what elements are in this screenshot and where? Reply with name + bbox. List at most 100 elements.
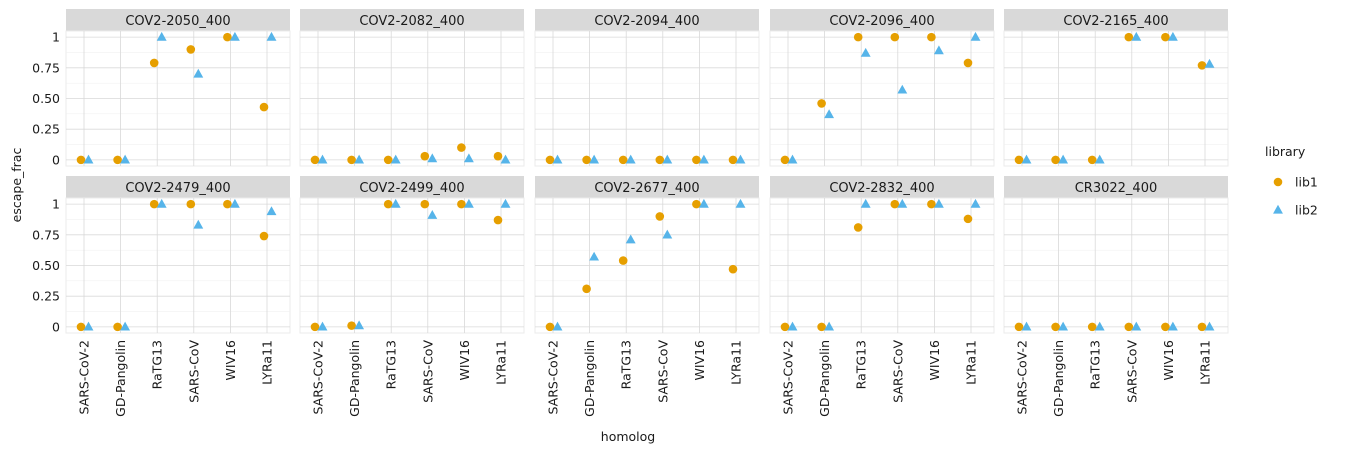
data-point-lib1	[457, 143, 466, 152]
data-point-lib1	[259, 102, 269, 112]
data-point-lib1	[347, 155, 356, 165]
data-point-lib1	[927, 32, 936, 42]
data-point-lib2	[1167, 31, 1178, 41]
data-point-lib2	[83, 154, 94, 164]
data-point-lib2	[1021, 154, 1032, 164]
data-point-lib1	[383, 199, 393, 209]
data-point-lib2	[83, 321, 94, 331]
x-axis-title: homolog	[601, 429, 655, 444]
x-tick-label: WIV16	[1161, 340, 1176, 381]
facet-strip	[770, 176, 994, 198]
x-tick-label: SARS-CoV-2	[311, 340, 326, 415]
x-tick-label: LYRa11	[1198, 340, 1213, 385]
data-point-lib2	[463, 153, 474, 163]
data-point-lib1	[149, 58, 159, 68]
x-tick-label: RaTG13	[854, 340, 869, 389]
axes: homolog escape_frac	[9, 148, 655, 444]
facet-title: COV2-2082_400	[359, 14, 464, 29]
data-point-lib2	[625, 234, 636, 244]
data-point-lib1	[347, 321, 356, 330]
data-point-lib1	[223, 32, 232, 42]
data-point-lib2	[1131, 321, 1142, 331]
x-tick-label: SARS-CoV-2	[77, 340, 92, 415]
data-point-lib1	[545, 322, 555, 332]
data-point-lib2	[500, 154, 511, 164]
data-point-lib2	[156, 31, 167, 41]
legend-title: library	[1265, 144, 1306, 159]
data-point-lib2	[317, 154, 328, 164]
facet-title: CR3022_400	[1075, 181, 1158, 196]
data-point-lib1	[655, 212, 665, 221]
data-point-lib1	[817, 322, 826, 332]
data-point-lib1	[780, 155, 790, 165]
data-point-lib2	[500, 198, 511, 208]
data-point-lib2	[1058, 154, 1069, 164]
facet-panel: COV2-2082_400	[299, 9, 525, 167]
data-point-lib1	[927, 199, 936, 209]
data-point-lib1	[618, 256, 628, 265]
facet-title: COV2-2050_400	[125, 14, 230, 29]
x-tick-label: SARS-CoV	[420, 340, 435, 403]
data-point-lib1	[1051, 155, 1060, 165]
data-point-lib2	[860, 198, 871, 208]
data-point-lib2	[589, 251, 600, 261]
data-point-lib2	[698, 198, 709, 208]
data-point-lib1	[853, 32, 863, 42]
data-point-lib1	[582, 284, 591, 294]
data-point-lib1	[1014, 155, 1024, 165]
x-tick-label: SARS-CoV-2	[546, 340, 561, 415]
data-point-lib1	[780, 322, 790, 332]
data-point-lib1	[963, 214, 973, 224]
data-point-lib1	[1197, 61, 1207, 70]
facet-strip	[535, 176, 759, 198]
x-tick-label: WIV16	[927, 340, 942, 381]
facet-panel: COV2-2096_400	[769, 9, 995, 167]
data-point-lib1	[728, 264, 738, 274]
data-point-lib2	[589, 154, 600, 164]
facet-strip	[66, 176, 290, 198]
data-point-lib1	[728, 155, 738, 165]
facet-strip	[1004, 9, 1228, 31]
data-point-lib1	[113, 322, 122, 332]
data-point-lib2	[897, 84, 908, 94]
facet-strip	[300, 9, 524, 31]
data-point-lib1	[1087, 155, 1097, 165]
legend-entry: lib2	[1273, 203, 1318, 218]
facet-panels: COV2-2050_400 0 0.25 0.50 0.75 1 COV2-2082_400…	[32, 9, 1229, 417]
data-point-lib2	[427, 209, 438, 219]
data-point-lib2	[120, 321, 131, 331]
y-tick-label: 0.25	[32, 289, 60, 304]
x-tick-label: SARS-CoV	[655, 340, 670, 403]
data-point-lib1	[113, 155, 122, 165]
data-point-lib1	[1161, 322, 1170, 332]
x-tick-label: SARS-CoV-2	[781, 340, 796, 415]
data-point-lib1	[1161, 32, 1170, 42]
y-tick-label: 1	[52, 197, 60, 212]
facet-panel: COV2-2832_400 SARS-CoV-2 GD-Pangolin RaTG13…	[769, 176, 995, 417]
data-point-lib1	[618, 155, 628, 165]
data-point-lib2	[390, 198, 401, 208]
data-point-lib2	[193, 219, 204, 229]
data-point-lib2	[229, 31, 240, 41]
x-tick-label: WIV16	[457, 340, 472, 381]
data-point-lib2	[552, 154, 563, 164]
data-point-lib2	[662, 229, 673, 239]
x-tick-label: SARS-CoV	[186, 340, 201, 403]
data-point-lib2	[354, 320, 365, 330]
x-tick-label: GD-Pangolin	[347, 340, 362, 417]
data-point-lib1	[259, 231, 269, 241]
facet-strip	[770, 9, 994, 31]
data-point-lib2	[625, 154, 636, 164]
legend-label: lib1	[1295, 175, 1318, 190]
data-point-lib2	[662, 154, 673, 164]
facet-panel: COV2-2479_400 0 0.25 0.50 0.75 1 SARS-CoV-2 GD-…	[32, 176, 291, 417]
data-point-lib2	[1131, 31, 1142, 41]
data-point-lib1	[186, 45, 196, 54]
facet-title: COV2-2832_400	[829, 181, 934, 196]
x-tick-label: GD-Pangolin	[817, 340, 832, 417]
legend-entry: lib1	[1273, 175, 1318, 190]
y-tick-label: 0.75	[32, 227, 60, 242]
data-point-lib1	[420, 151, 430, 161]
data-point-lib2	[1021, 321, 1032, 331]
